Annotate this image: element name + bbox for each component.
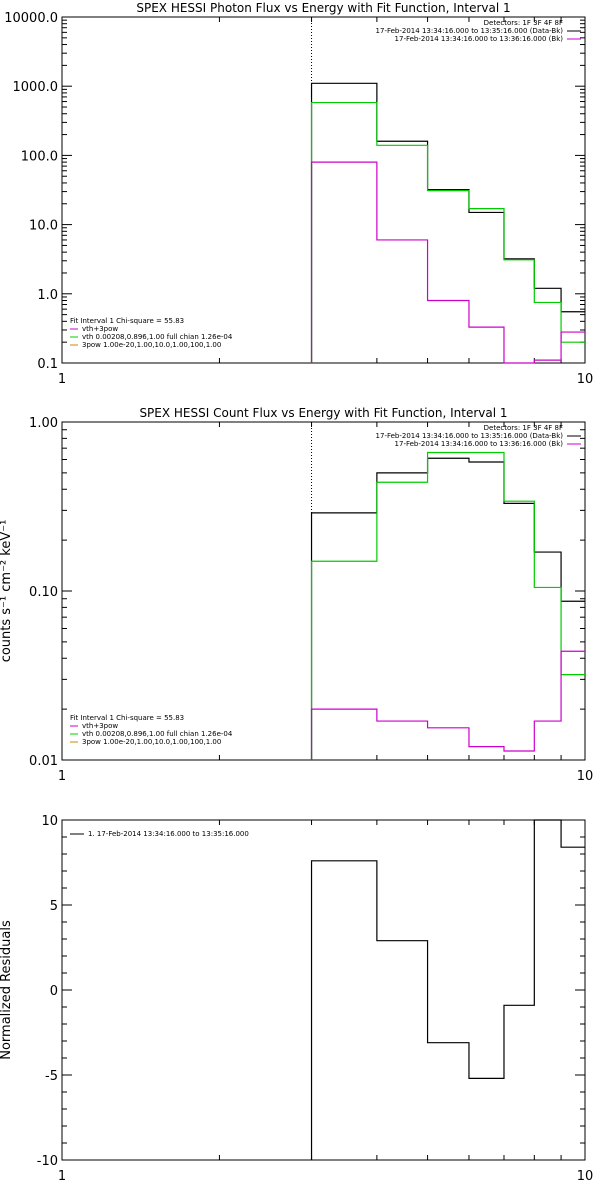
y-tick-label: 100.0 (21, 149, 58, 164)
series-1-histogram (310, 457, 585, 760)
panel-2: SPEX HESSI Count Flux vs Energy with Fit… (0, 406, 593, 784)
fit-legend-entry: Fit Interval 1 Chi-square = 55.83 (70, 317, 184, 325)
chart-title: SPEX HESSI Count Flux vs Energy with Fit… (139, 406, 507, 420)
series-3-histogram (310, 161, 585, 364)
x-tick-label: 10 (577, 769, 594, 784)
y-tick-label: 1.0 (37, 288, 58, 303)
legend-header-entry: Detectors: 1F 3F 4F 8F (484, 424, 563, 432)
series-1-histogram (310, 82, 585, 363)
y-tick-label: -10 (37, 1154, 58, 1169)
y-tick-label: -5 (45, 1069, 58, 1084)
legend-header-entry: 17-Feb-2014 13:34:16.000 to 13:36:16.000… (395, 440, 564, 448)
y-tick-label: 0.01 (29, 754, 58, 769)
series-2-histogram (310, 101, 585, 363)
series-2-histogram (310, 451, 585, 760)
x-tick-label: 10 (577, 1169, 594, 1184)
y-axis-label: counts s⁻¹ cm⁻² keV⁻¹ (0, 520, 14, 663)
fit-legend-entry: vth 0.00208,0.896,1.00 full chian 1.26e-… (82, 730, 233, 738)
x-tick-label: 1 (58, 372, 66, 387)
panel-3: Normalized Residuals 1 10 -10 -5 0 5 10 1. 17-Fe… (0, 814, 593, 1184)
y-tick-label: 0 (50, 984, 58, 999)
fit-legend-entry: 3pow 1.00e-20,1.00,10.0,1.00,100,1.00 (82, 341, 221, 349)
x-tick-label: 1 (58, 769, 66, 784)
legend-header-entry: 1. 17-Feb-2014 13:34:16.000 to 13:35:16.… (88, 830, 249, 838)
y-tick-label: 5 (50, 899, 58, 914)
y-tick-label: 0.1 (37, 357, 58, 372)
y-tick-label: 10000.0 (4, 11, 58, 26)
plot-frame (61, 16, 586, 364)
fit-legend-entry: vth+3pow (82, 325, 118, 333)
y-tick-label: 1000.0 (13, 80, 59, 95)
fit-legend-entry: vth 0.00208,0.896,1.00 full chian 1.26e-… (82, 333, 233, 341)
y-axis-label: Normalized Residuals (0, 920, 14, 1060)
y-tick-label: 10.0 (29, 219, 58, 234)
x-tick-label: 1 (58, 1169, 66, 1184)
y-tick-label: 10 (41, 814, 58, 829)
legend-header-entry: 17-Feb-2014 13:34:16.000 to 13:35:16.000… (376, 432, 564, 440)
series-1-histogram (310, 819, 585, 1160)
legend-header-entry: Detectors: 1F 3F 4F 8F (484, 19, 563, 27)
fit-legend-entry: Fit Interval 1 Chi-square = 55.83 (70, 714, 184, 722)
y-tick-label: 0.10 (29, 585, 58, 600)
fit-legend-entry: vth+3pow (82, 722, 118, 730)
legend-header-entry: 17-Feb-2014 13:34:16.000 to 13:36:16.000… (395, 35, 564, 43)
x-tick-label: 10 (577, 372, 594, 387)
fit-legend-entry: 3pow 1.00e-20,1.00,10.0,1.00,100,1.00 (82, 738, 221, 746)
plot-frame (61, 819, 586, 1161)
series-3-histogram (310, 650, 585, 760)
y-tick-label: 1.00 (29, 416, 58, 431)
chart-title: SPEX HESSI Photon Flux vs Energy with Fi… (136, 1, 510, 15)
legend-header-entry: 17-Feb-2014 13:34:16.000 to 13:35:16.000… (376, 27, 564, 35)
panel-1: SPEX HESSI Photon Flux vs Energy with Fi… (4, 1, 593, 387)
